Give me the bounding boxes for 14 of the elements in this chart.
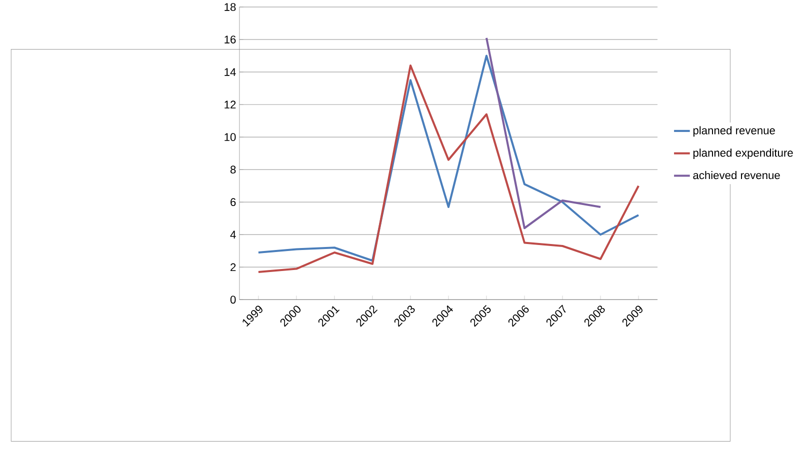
y-tick-label: 10 xyxy=(224,132,236,141)
y-tick-label: 6 xyxy=(230,198,236,206)
y-tick-label: 16 xyxy=(224,35,236,44)
y-tick-label: 12 xyxy=(224,100,236,108)
legend-label: planned expenditure xyxy=(693,148,793,159)
y-tick-label: 0 xyxy=(230,295,236,304)
legend-label: achieved revenue xyxy=(693,170,780,179)
y-tick-label: 8 xyxy=(230,165,236,174)
y-tick-label: 2 xyxy=(230,263,236,271)
legend-label: planned revenue xyxy=(693,126,775,136)
y-tick-label: 18 xyxy=(224,2,236,11)
y-tick-label: 14 xyxy=(224,68,236,76)
line-series xyxy=(485,36,602,229)
y-tick-label: 4 xyxy=(230,230,236,238)
